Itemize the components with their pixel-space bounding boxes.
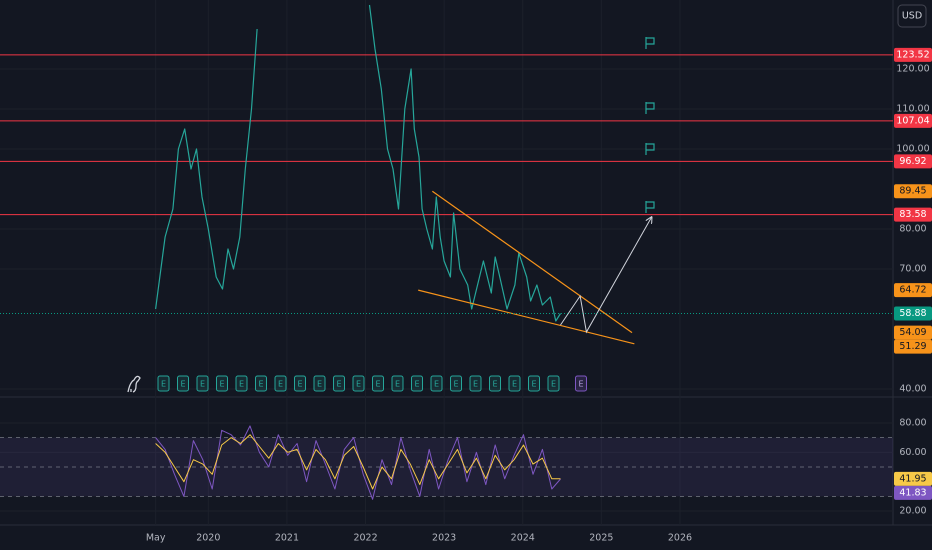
earnings-badge-label: E [180,380,185,389]
x-tick-label: 2025 [589,533,613,544]
y-tick-label: 70.00 [899,264,926,275]
x-tick-label: 2024 [511,533,535,544]
axis-label: 54.09 [899,327,926,338]
earnings-badge-label: E [161,380,166,389]
earnings-badge-label: E [434,380,439,389]
earnings-badge [411,375,423,392]
x-tick-label: 2021 [275,533,299,544]
axis-label: 58.88 [899,308,926,319]
earnings-badge-label: E [375,380,380,389]
x-tick-label: 2022 [353,533,377,544]
y-tick-label: 40.00 [899,384,926,395]
earnings-badge-label: E [551,380,556,389]
earnings-badge-label: E [200,380,205,389]
logo-icon [127,375,141,393]
axis-label-box [894,184,932,199]
axis-label: 96.92 [899,156,926,167]
earnings-badge [274,375,287,392]
axis-label-box [894,207,932,222]
axis-label-box [894,306,932,321]
series-line [155,28,258,310]
earnings-badge-label: E [473,380,478,389]
earnings-badge-label: E [336,380,341,389]
earnings-badge [294,375,306,392]
earnings-badge-label: E [239,380,244,389]
axis-label: 41.83 [899,487,926,498]
earnings-badge [157,375,170,392]
earnings-badge-label: E [278,380,283,389]
series-line [368,4,562,322]
earnings-badge [528,375,540,392]
earnings-badge-label: E [453,380,458,389]
earnings-badge-label: E [356,380,361,389]
axis-label: 51.29 [899,341,926,352]
earnings-badge-label: E [317,380,322,389]
earnings-badge [547,375,560,392]
x-tick-label: May [146,533,166,544]
axis-label: 83.58 [899,209,926,220]
earnings-badge-label: E [297,380,302,389]
y-tick-label: 60.00 [899,447,926,458]
trendline [418,289,635,345]
earnings-badge-label: E [512,380,517,389]
projection-path [560,217,651,334]
earnings-badge [469,375,482,392]
earnings-badge-label: E [531,380,536,389]
earnings-badge-label: E [414,380,419,389]
axis-label: 64.72 [899,285,926,296]
y-tick-label: 80.00 [899,417,926,428]
earnings-badge [333,375,345,392]
earnings-badge [216,375,228,392]
axis-label-box [894,485,932,500]
earnings-badge-label: E [258,380,263,389]
axis-label-box [894,283,932,298]
earnings-badge [575,375,587,392]
currency-button[interactable] [897,4,927,28]
earnings-badge [313,375,326,392]
earnings-badge-label: E [492,380,497,389]
currency-label: USD [902,11,922,22]
earnings-badge [450,375,462,392]
earnings-badge [255,375,267,392]
earnings-badge [391,375,404,392]
y-tick-label: 110.00 [896,104,929,115]
axis-label-box [894,339,932,354]
axis-label-box [894,325,932,340]
y-tick-label: 100.00 [896,144,929,155]
earnings-badge [508,375,521,392]
axis-label: 123.52 [896,49,929,60]
earnings-badge-label: E [578,380,583,389]
earnings-badge-label: E [219,380,224,389]
axis-label: 89.45 [899,186,926,197]
earnings-badge [372,375,384,392]
axis-label-box [894,154,932,169]
trendline [432,190,633,334]
earnings-badge-label: E [395,380,400,389]
y-tick-label: 120.00 [896,64,929,75]
y-tick-label: 20.00 [899,506,926,517]
flags [645,37,655,213]
series-line [155,434,561,490]
axis-label-box [894,113,932,128]
earnings-badge [352,375,365,392]
x-tick-label: 2023 [432,533,456,544]
earnings-badge [177,375,189,392]
axis-label-box [894,47,932,62]
earnings-badge [489,375,501,392]
axis-label-box [894,471,932,486]
earnings-badge [196,375,209,392]
axis-label: 107.04 [896,115,929,126]
x-tick-label: 2026 [668,533,692,544]
earnings-badge [235,375,248,392]
axis-label: 41.95 [899,473,926,484]
x-tick-label: 2020 [196,533,220,544]
y-tick-label: 80.00 [899,224,926,235]
earnings-badge [430,375,443,392]
